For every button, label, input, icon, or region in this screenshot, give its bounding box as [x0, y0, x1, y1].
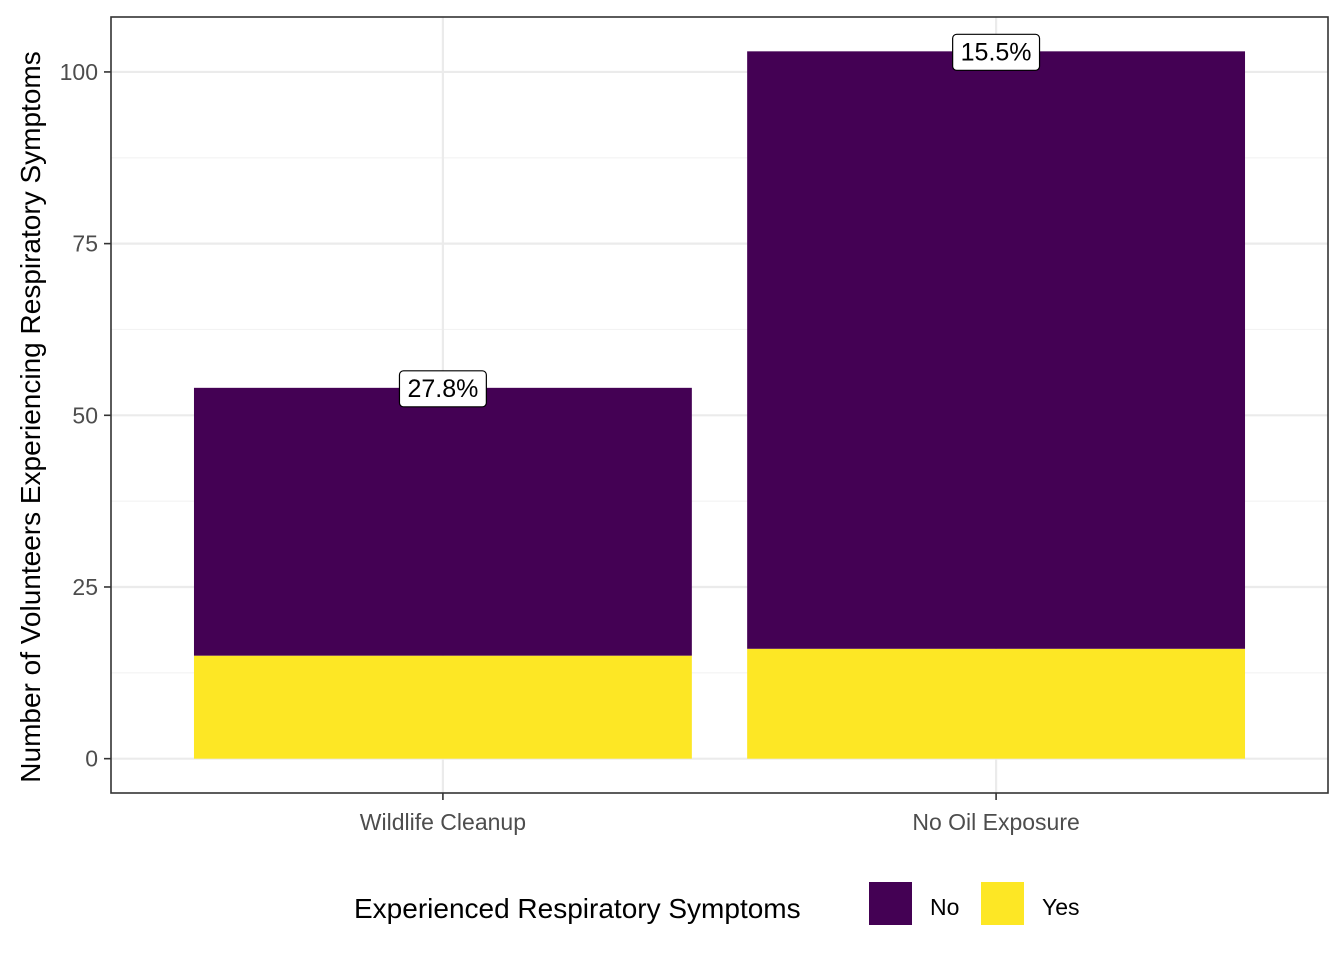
y-tick-label-0: 0 — [85, 746, 98, 772]
bar-yes-2 — [747, 648, 1246, 759]
bar-layer — [193, 51, 1246, 759]
legend-title: Experienced Respiratory Symptoms — [354, 893, 801, 924]
data-label-text: 27.8% — [407, 375, 478, 403]
legend-label-yes: Yes — [1042, 894, 1080, 920]
data-label-1: 27.8% — [398, 370, 487, 408]
legend-key-yes — [981, 882, 1024, 925]
y-tick-label-75: 75 — [72, 231, 98, 257]
panel-border — [110, 16, 1329, 794]
x-tick-label-1: Wildlife Cleanup — [360, 809, 526, 835]
data-label-box — [952, 33, 1041, 71]
data-label-layer: 27.8% 15.5% — [398, 33, 1041, 408]
legend-label-no: No — [930, 894, 959, 920]
legend: Experienced Respiratory Symptoms No Yes — [354, 882, 1080, 925]
legend-key-no — [869, 882, 912, 925]
data-label-box — [398, 370, 487, 408]
bar-no-1 — [193, 387, 692, 656]
y-axis-title: Number of Volunteers Experiencing Respir… — [15, 51, 46, 782]
axis-layer: 0 25 50 75 100 Wildlife Cleanup No Oil Exposur… — [60, 59, 1080, 835]
bar-yes-1 — [193, 655, 692, 759]
y-tick-label-50: 50 — [72, 402, 98, 428]
data-label-2: 15.5% — [952, 33, 1041, 71]
x-tick-label-2: No Oil Exposure — [912, 809, 1079, 835]
y-tick-label-100: 100 — [60, 59, 98, 85]
bar-no-2 — [747, 51, 1246, 649]
y-tick-label-25: 25 — [72, 574, 98, 600]
data-label-text: 15.5% — [961, 38, 1032, 66]
